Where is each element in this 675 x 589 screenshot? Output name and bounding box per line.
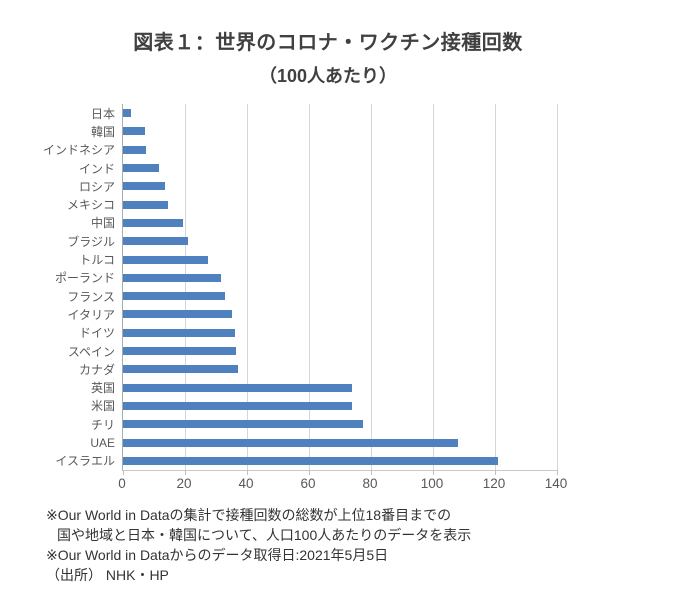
axis-tick-mark	[371, 470, 372, 475]
axis-tick-mark	[247, 470, 248, 475]
bar	[123, 383, 353, 392]
bar	[123, 200, 168, 209]
bar	[123, 145, 147, 154]
bar	[123, 438, 458, 447]
bar	[123, 365, 238, 374]
x-tick-label: 100	[420, 476, 444, 491]
bar	[123, 218, 184, 227]
x-tick-label: 20	[176, 476, 192, 491]
axis-tick-mark	[123, 470, 124, 475]
gridline	[309, 104, 310, 470]
chart-title: 図表１：世界のコロナ・ワクチン接種回数	[133, 32, 523, 54]
category-label: ブラジル	[67, 234, 115, 249]
footnote-line: ※Our World in Dataからのデータ取得日:2021年5月5日	[46, 547, 389, 563]
plot-area	[122, 104, 558, 475]
gridline	[557, 104, 558, 470]
bar	[123, 255, 209, 264]
category-label: 中国	[90, 216, 115, 231]
value-axis: 0 20 40 60 80 100 120 140	[118, 476, 567, 494]
category-label: イスラエル	[55, 454, 115, 469]
category-label: カナダ	[78, 362, 115, 377]
x-tick-label: 140	[544, 476, 568, 491]
bar	[123, 127, 145, 136]
bar	[123, 328, 235, 337]
footnotes: ※Our World in Dataの集計で接種回数の総数が上位18番目までの …	[46, 505, 646, 585]
chart-subtitle: （100人あたり）	[258, 66, 398, 86]
category-label: ロシア	[78, 179, 115, 194]
footnote-line: ※Our World in Dataの集計で接種回数の総数が上位18番目までの	[46, 507, 452, 523]
x-tick-label: 40	[238, 476, 254, 491]
category-label: UAE	[90, 435, 115, 450]
bar	[123, 164, 159, 173]
x-tick-label: 80	[362, 476, 378, 491]
axis-tick-mark	[433, 470, 434, 475]
category-axis: 日本韓国インドネシアインドロシアメキシコ中国ブラジルトルコポーランドフランスイタ…	[0, 104, 115, 470]
category-label: 英国	[90, 381, 115, 396]
bar	[123, 273, 221, 282]
axis-tick-mark	[309, 470, 310, 475]
category-label: メキシコ	[66, 198, 115, 213]
footnote-line: 国や地域と日本・韓国について、人口100人あたりのデータを表示	[57, 527, 472, 543]
category-label: 米国	[90, 399, 115, 414]
bar	[123, 237, 189, 246]
category-label: イタリア	[67, 307, 115, 322]
bar	[123, 182, 165, 191]
bar	[123, 456, 499, 465]
axis-tick-mark	[495, 470, 496, 475]
category-label: チリ	[90, 417, 115, 432]
x-tick-label: 120	[482, 476, 506, 491]
category-label: 韓国	[90, 124, 115, 139]
bar	[123, 420, 364, 429]
category-label: スペイン	[67, 344, 115, 359]
x-tick-label: 0	[118, 476, 126, 491]
category-label: フランス	[67, 289, 115, 304]
gridline	[185, 104, 186, 470]
category-label: インドネシア	[42, 143, 115, 158]
bar	[123, 292, 226, 301]
gridline	[433, 104, 434, 470]
axis-tick-mark	[185, 470, 186, 475]
category-label: 日本	[90, 106, 115, 121]
bar	[123, 401, 353, 410]
category-label: トルコ	[79, 253, 115, 268]
axis-tick-mark	[557, 470, 558, 475]
gridline	[247, 104, 248, 470]
category-label: ポーランド	[54, 271, 115, 286]
bar	[123, 347, 237, 356]
bar	[123, 109, 131, 118]
gridline	[371, 104, 372, 470]
category-label: ドイツ	[78, 326, 115, 341]
gridline	[495, 104, 496, 470]
footnote-line: （出所） NHK・HP	[46, 567, 169, 583]
x-tick-label: 60	[300, 476, 316, 491]
category-label: インド	[78, 161, 115, 176]
bar	[123, 310, 232, 319]
